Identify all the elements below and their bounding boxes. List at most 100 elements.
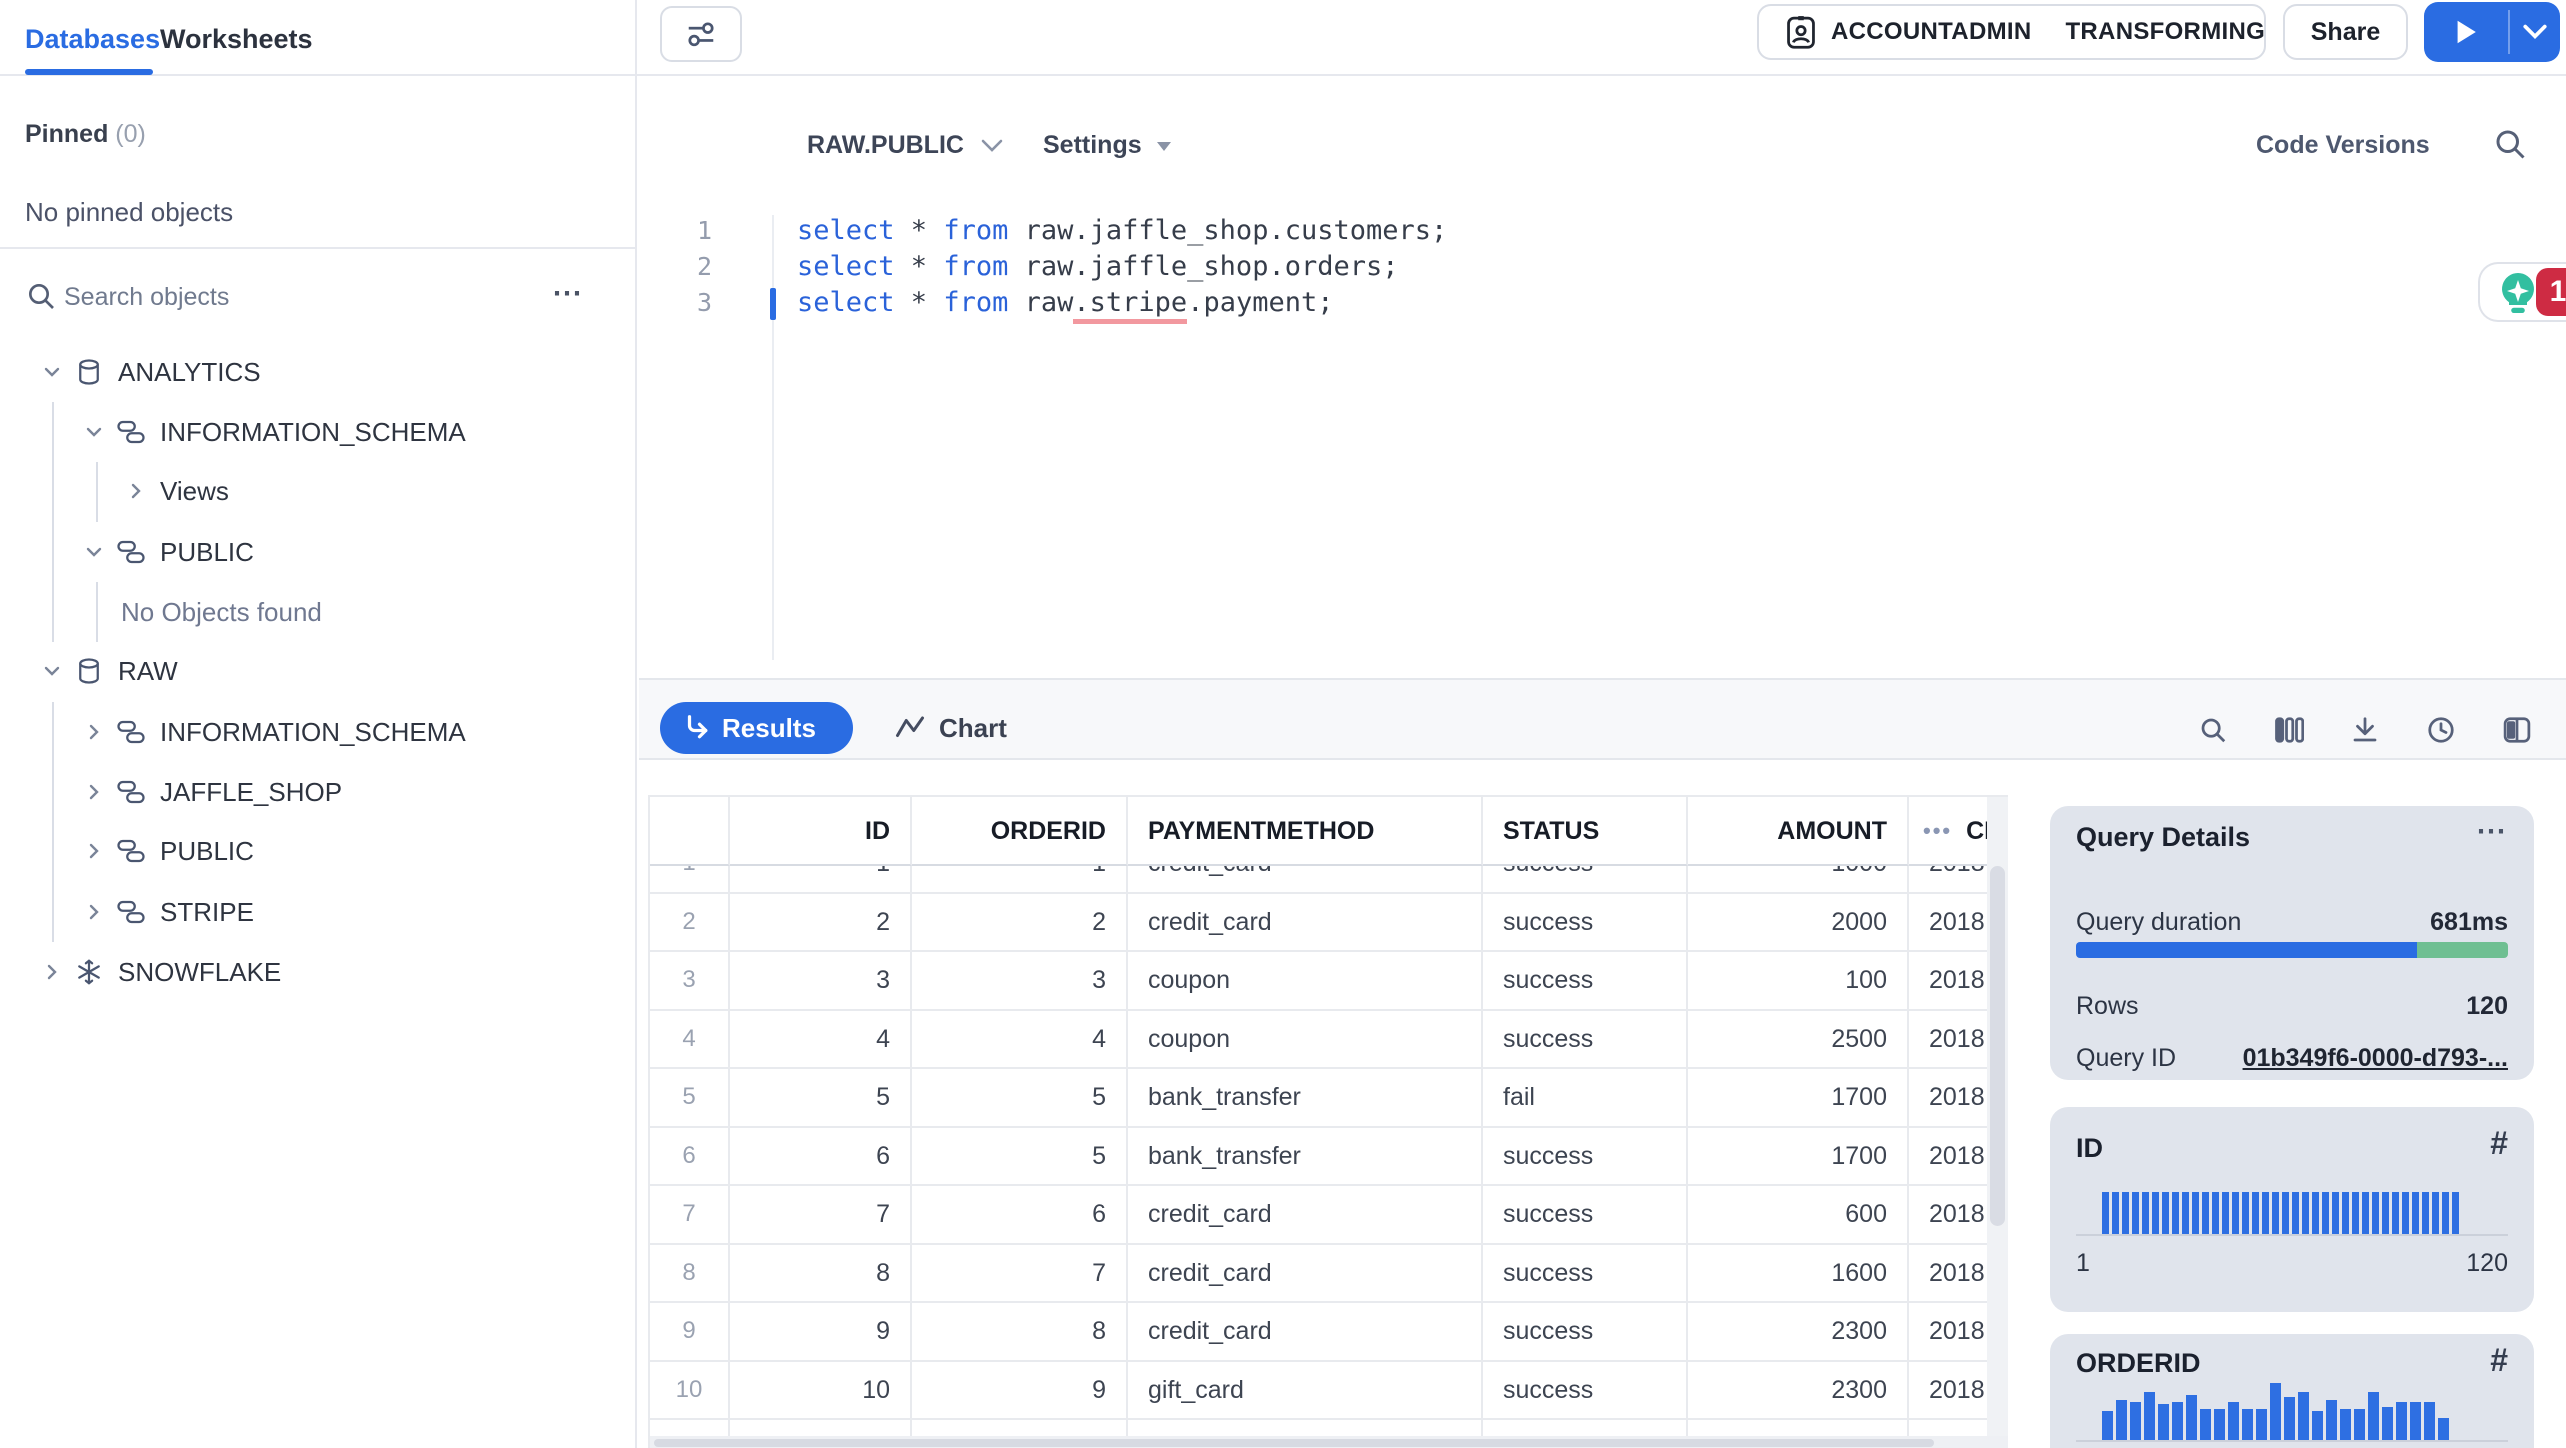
cell[interactable]: success: [1483, 1361, 1688, 1420]
sql-line-3[interactable]: 3 select * from raw.stripe.payment;: [0, 285, 1900, 324]
tree-item-views[interactable]: Views: [0, 461, 637, 521]
cell[interactable]: fail: [1483, 1069, 1688, 1128]
table-row[interactable]: 10 10 9 gift_card success 2300 2018: [650, 1361, 2008, 1420]
cell[interactable]: 3: [730, 952, 912, 1011]
cell[interactable]: 2018: [1909, 1011, 2008, 1069]
chevron-down-icon[interactable]: [40, 659, 64, 683]
table-row[interactable]: 9 9 8 credit_card success 2300 2018: [650, 1303, 2008, 1362]
cell[interactable]: 2018: [1909, 1362, 2008, 1420]
cell[interactable]: [1688, 1420, 1909, 1448]
cell[interactable]: credit_card: [1128, 1186, 1483, 1245]
table-row[interactable]: 8 8 7 credit_card success 1600 2018: [650, 1244, 2008, 1303]
cell[interactable]: [1483, 1420, 1688, 1448]
table-row[interactable]: 7 7 6 credit_card success 600 2018: [650, 1186, 2008, 1245]
tree-item-information-schema[interactable]: INFORMATION_SCHEMA: [0, 702, 637, 762]
run-options-button[interactable]: [2510, 2, 2560, 62]
cell[interactable]: 7: [912, 1244, 1128, 1303]
cell[interactable]: 7: [730, 1186, 912, 1245]
tab-results[interactable]: Results: [660, 702, 853, 754]
cell[interactable]: 2: [912, 893, 1128, 952]
columns-icon[interactable]: [2274, 715, 2304, 745]
settings-menu[interactable]: Settings: [1043, 131, 1172, 160]
tree-item-public[interactable]: PUBLIC: [0, 821, 637, 881]
cell[interactable]: 1600: [1688, 1244, 1909, 1303]
cell[interactable]: 5: [912, 1069, 1128, 1128]
search-options-menu[interactable]: ⋯: [552, 277, 584, 310]
cell[interactable]: success: [1483, 1127, 1688, 1186]
tree-item-information-schema[interactable]: INFORMATION_SCHEMA: [0, 402, 637, 462]
cell[interactable]: 2018: [1909, 1069, 2008, 1128]
cell[interactable]: 1700: [1688, 1069, 1909, 1128]
tab-databases[interactable]: Databases: [25, 24, 161, 54]
cell[interactable]: 2300: [1688, 1303, 1909, 1362]
download-icon[interactable]: [2350, 715, 2380, 745]
editor-search-icon[interactable]: [2492, 126, 2528, 162]
cell[interactable]: success: [1483, 893, 1688, 952]
horizontal-scrollbar[interactable]: [650, 1436, 2008, 1448]
tree-item-analytics[interactable]: ANALYTICS: [0, 342, 637, 402]
cell[interactable]: 3: [912, 952, 1128, 1011]
cell[interactable]: 6: [730, 1127, 912, 1186]
cell[interactable]: 6: [912, 1186, 1128, 1245]
chevron-right-icon[interactable]: [82, 720, 106, 744]
cell[interactable]: 2018: [1909, 952, 2008, 1011]
cell[interactable]: 2018: [1909, 1245, 2008, 1303]
cell[interactable]: 2018: [1909, 1186, 2008, 1245]
cell[interactable]: success: [1483, 1010, 1688, 1069]
chevron-right-icon[interactable]: [40, 960, 64, 984]
sql-line-2[interactable]: 2 select * from raw.jaffle_shop.orders;: [0, 249, 1900, 285]
table-row[interactable]: 5 5 5 bank_transfer fail 1700 2018: [650, 1069, 2008, 1128]
role-warehouse-selector[interactable]: ACCOUNTADMIN TRANSFORMING: [1757, 4, 2266, 60]
cell[interactable]: 9: [730, 1303, 912, 1362]
tree-item-jaffle-shop[interactable]: JAFFLE_SHOP: [0, 762, 637, 822]
run-button[interactable]: [2424, 2, 2508, 62]
cell[interactable]: 600: [1688, 1186, 1909, 1245]
chevron-right-icon[interactable]: [82, 839, 106, 863]
chevron-right-icon[interactable]: [82, 900, 106, 924]
cell[interactable]: 2: [730, 893, 912, 952]
column-header-rownum[interactable]: [650, 797, 730, 866]
chevron-down-icon[interactable]: [82, 540, 106, 564]
column-header-status[interactable]: STATUS: [1483, 797, 1688, 866]
cell[interactable]: [1128, 1420, 1483, 1448]
cell[interactable]: 5: [912, 1127, 1128, 1186]
cell[interactable]: success: [1483, 1303, 1688, 1362]
results-search-icon[interactable]: [2198, 715, 2228, 745]
cell[interactable]: credit_card: [1128, 893, 1483, 952]
filters-button[interactable]: [660, 6, 742, 62]
cell[interactable]: success: [1483, 1244, 1688, 1303]
cell[interactable]: 10: [730, 1361, 912, 1420]
tab-chart[interactable]: Chart: [895, 708, 1007, 748]
code-versions-button[interactable]: Code Versions: [2256, 131, 2430, 159]
chevron-down-icon[interactable]: [82, 420, 106, 444]
cell[interactable]: 2018: [1909, 1128, 2008, 1186]
tree-item-public[interactable]: PUBLIC: [0, 522, 637, 582]
table-row[interactable]: 2 2 2 credit_card success 2000 2018: [650, 893, 2008, 952]
tree-item-stripe[interactable]: STRIPE: [0, 882, 637, 942]
cell[interactable]: gift_card: [1128, 1361, 1483, 1420]
cell[interactable]: 8: [730, 1244, 912, 1303]
search-input[interactable]: Search objects: [64, 283, 230, 311]
vertical-scrollbar[interactable]: [1987, 797, 2008, 1436]
notification-badge[interactable]: 1: [2536, 268, 2566, 316]
share-button[interactable]: Share: [2283, 4, 2408, 60]
column-header-amount[interactable]: AMOUNT: [1688, 797, 1909, 866]
cell[interactable]: 1700: [1688, 1127, 1909, 1186]
cell[interactable]: bank_transfer: [1128, 1069, 1483, 1128]
cell[interactable]: 2018: [1909, 894, 2008, 952]
cell[interactable]: bank_transfer: [1128, 1127, 1483, 1186]
cell[interactable]: success: [1483, 1186, 1688, 1245]
column-header-orderid[interactable]: ORDERID: [912, 797, 1128, 866]
cell[interactable]: 8: [912, 1303, 1128, 1362]
tree-item-raw[interactable]: RAW: [0, 641, 637, 701]
cell[interactable]: 100: [1688, 952, 1909, 1011]
cell[interactable]: success: [1483, 952, 1688, 1011]
cell[interactable]: coupon: [1128, 952, 1483, 1011]
cell[interactable]: 2018: [1909, 1303, 2008, 1362]
query-id-link[interactable]: 01b349f6-0000-d793-...: [2242, 1044, 2508, 1072]
cell[interactable]: 9: [912, 1361, 1128, 1420]
sql-line-1[interactable]: 1 select * from raw.jaffle_shop.customers…: [0, 213, 1900, 249]
cell[interactable]: 5: [730, 1069, 912, 1128]
column-header-id[interactable]: ID: [730, 797, 912, 866]
cell[interactable]: coupon: [1128, 1010, 1483, 1069]
